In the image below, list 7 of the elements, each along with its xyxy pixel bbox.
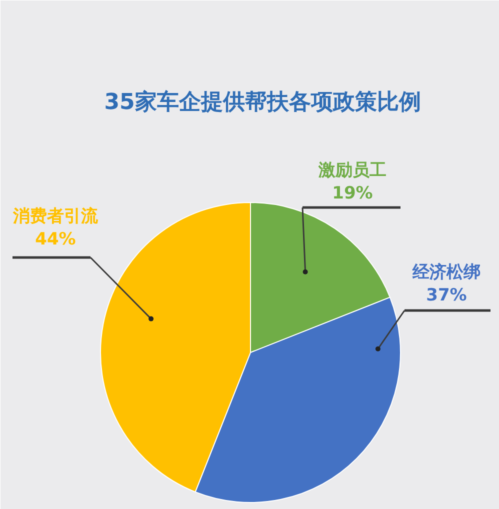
slice-label: 激励员工 xyxy=(318,160,386,180)
slice-label: 消费者引流 xyxy=(12,206,99,226)
data-label: 37% xyxy=(426,286,467,306)
chart-title: 35家车企提供帮扶各项政策比例 xyxy=(104,89,421,115)
data-label: 44% xyxy=(35,230,76,250)
data-label: 19% xyxy=(332,184,373,204)
slice-label: 经济松绑 xyxy=(412,262,480,282)
